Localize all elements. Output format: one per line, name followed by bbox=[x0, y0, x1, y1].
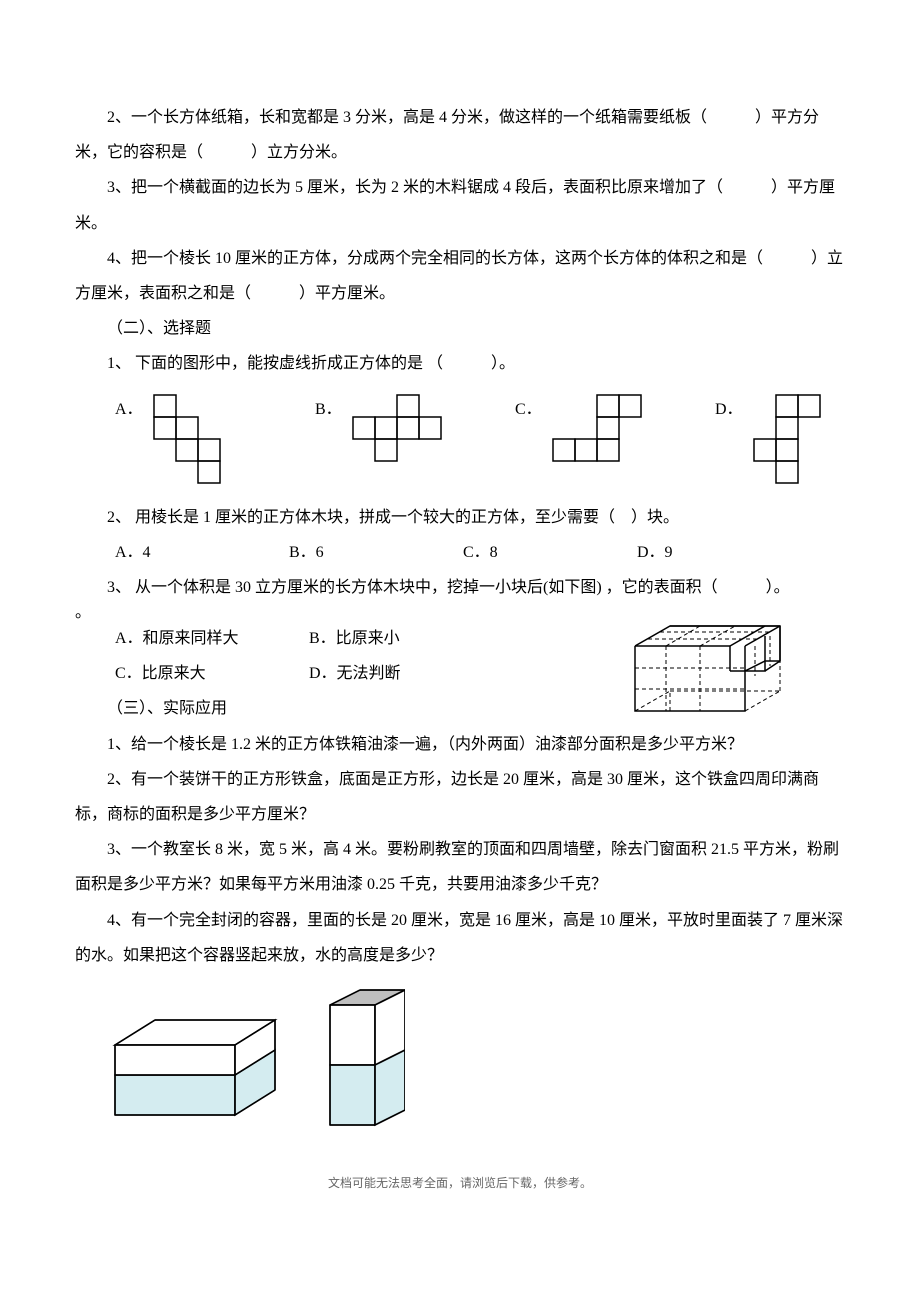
fill-q3: 3、把一个横截面的边长为 5 厘米，长为 2 米的木料锯成 4 段后，表面积比原… bbox=[75, 170, 845, 240]
q3-opt-D: D．无法判断 bbox=[309, 656, 401, 691]
sec2-q2: 2、 用棱长是 1 厘米的正方体木块，拼成一个较大的正方体，至少需要（ ）块。 bbox=[75, 500, 845, 535]
net-figure-A bbox=[149, 390, 229, 485]
q2-opt-A: A．4 bbox=[115, 535, 285, 570]
option-B-label: B． bbox=[315, 390, 342, 427]
net-figure-D bbox=[749, 390, 824, 485]
sec2-q1-options: A． B． bbox=[75, 390, 845, 485]
q2-opt-C: C．8 bbox=[463, 535, 633, 570]
net-figure-B bbox=[348, 390, 443, 465]
q3-opt-C: C．比原来大 bbox=[115, 656, 305, 691]
fill-q4: 4、把一个棱长 10 厘米的正方体，分成两个完全相同的长方体，这两个长方体的体积… bbox=[75, 241, 845, 311]
sec3-q4: 4、有一个完全封闭的容器，里面的长是 20 厘米，宽是 16 厘米，高是 10 … bbox=[75, 903, 845, 973]
option-A-label: A． bbox=[115, 390, 143, 427]
footer-note: 文档可能无法思考全面，请浏览后下载，供参考。 bbox=[75, 1170, 845, 1196]
q3-opt-B: B．比原来小 bbox=[309, 621, 400, 656]
page: 2、一个长方体纸箱，长和宽都是 3 分米，高是 4 分米，做这样的一个纸箱需要纸… bbox=[0, 0, 920, 1236]
option-C-label: C． bbox=[515, 390, 542, 427]
option-A: A． bbox=[115, 390, 315, 485]
cuboid-notch-figure bbox=[630, 621, 785, 716]
option-D: D． bbox=[715, 390, 824, 485]
q2-opt-D: D．9 bbox=[637, 535, 673, 570]
net-figure-C bbox=[548, 390, 643, 465]
sec2-q3-block: A．和原来同样大 B．比原来小 C．比原来大 D．无法判断 bbox=[75, 621, 845, 691]
option-C: C． bbox=[515, 390, 715, 465]
option-B: B． bbox=[315, 390, 515, 465]
sec2-q1: 1、 下面的图形中，能按虚线折成正方体的是 （ ）。 bbox=[75, 346, 845, 381]
option-D-label: D． bbox=[715, 390, 743, 427]
sec3-q3: 3、一个教室长 8 米，宽 5 米，高 4 米。要粉刷教室的顶面和四周墙壁，除去… bbox=[75, 832, 845, 902]
sec3-q2: 2、有一个装饼干的正方形铁盒，底面是正方形，边长是 20 厘米，高是 30 厘米… bbox=[75, 762, 845, 832]
water-container-figure bbox=[105, 985, 845, 1135]
fill-q2: 2、一个长方体纸箱，长和宽都是 3 分米，高是 4 分米，做这样的一个纸箱需要纸… bbox=[75, 100, 845, 170]
q2-opt-B: B．6 bbox=[289, 535, 459, 570]
q3-opt-A: A．和原来同样大 bbox=[115, 621, 305, 656]
sec2-q3: 3、 从一个体积是 30 立方厘米的长方体木块中，挖掉一小块后(如下图) ，它的… bbox=[75, 570, 845, 605]
sec3-q1: 1、给一个棱长是 1.2 米的正方体铁箱油漆一遍，（内外两面）油漆部分面积是多少… bbox=[75, 727, 845, 762]
section2-title: （二）、选择题 bbox=[75, 311, 845, 346]
sec2-q2-options: A．4 B．6 C．8 D．9 bbox=[115, 535, 845, 570]
